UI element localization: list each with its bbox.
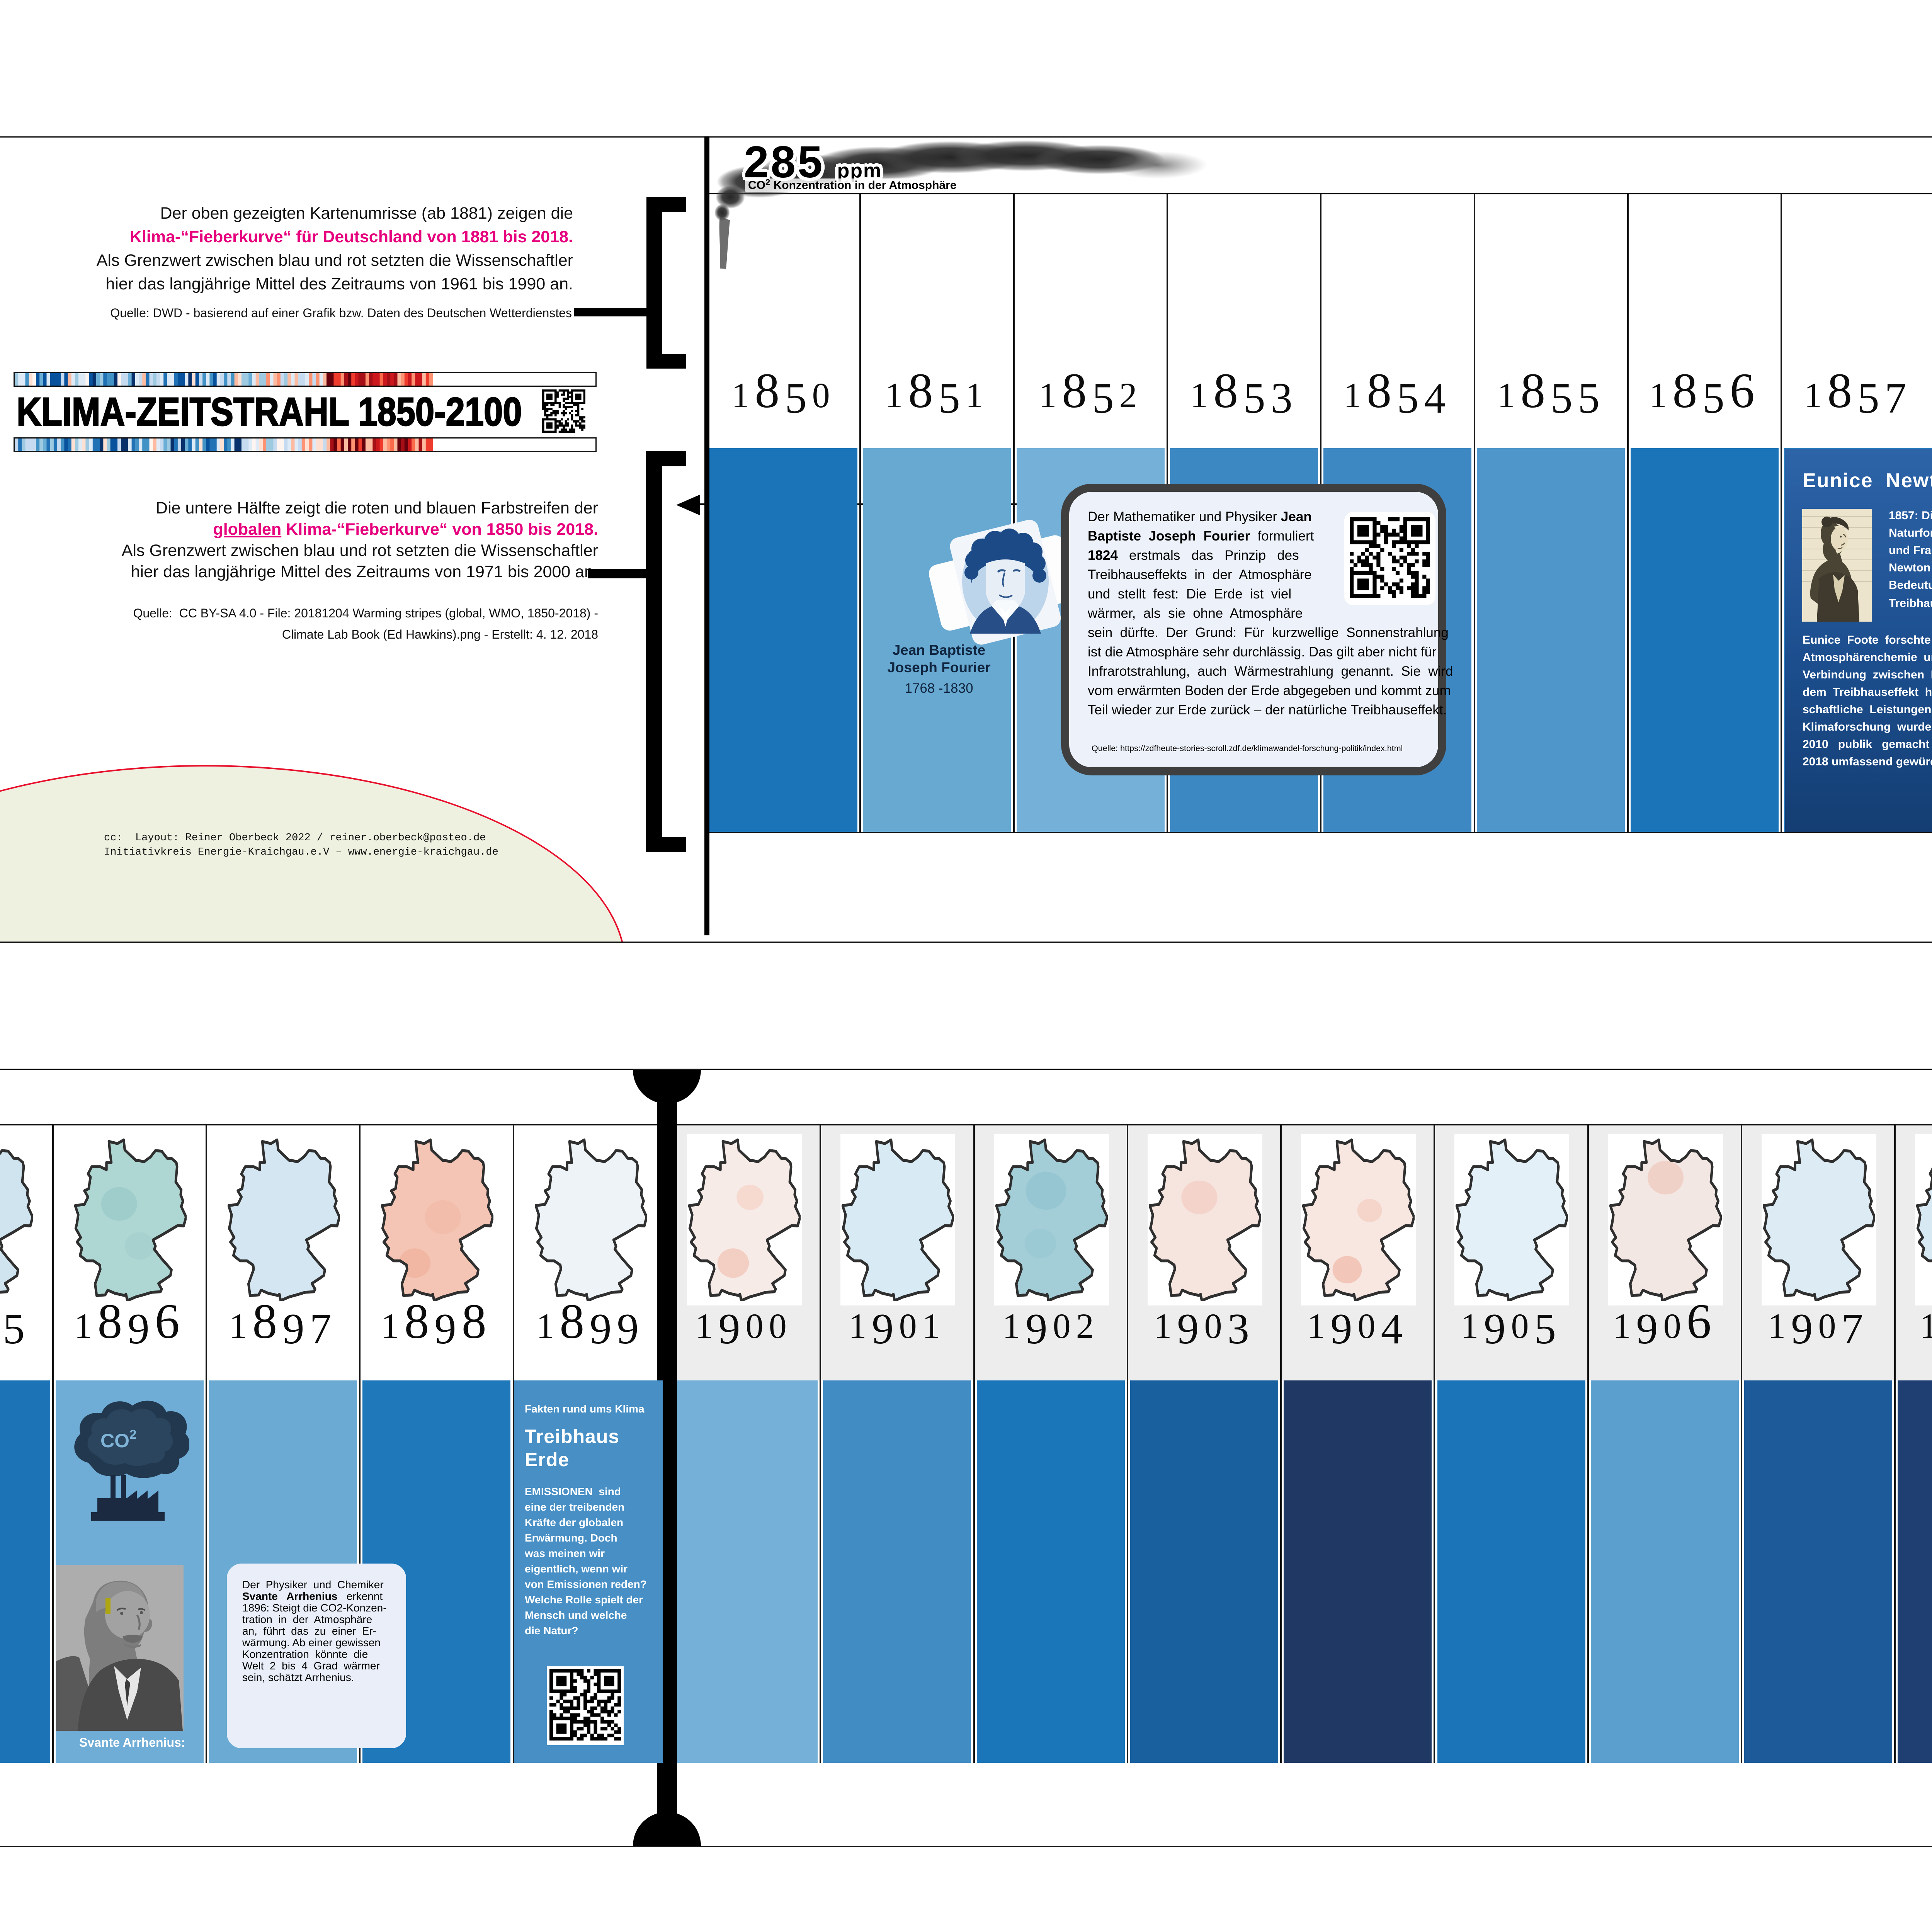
- svg-text:2: 2: [129, 1427, 136, 1441]
- svg-text:CO: CO: [100, 1430, 129, 1452]
